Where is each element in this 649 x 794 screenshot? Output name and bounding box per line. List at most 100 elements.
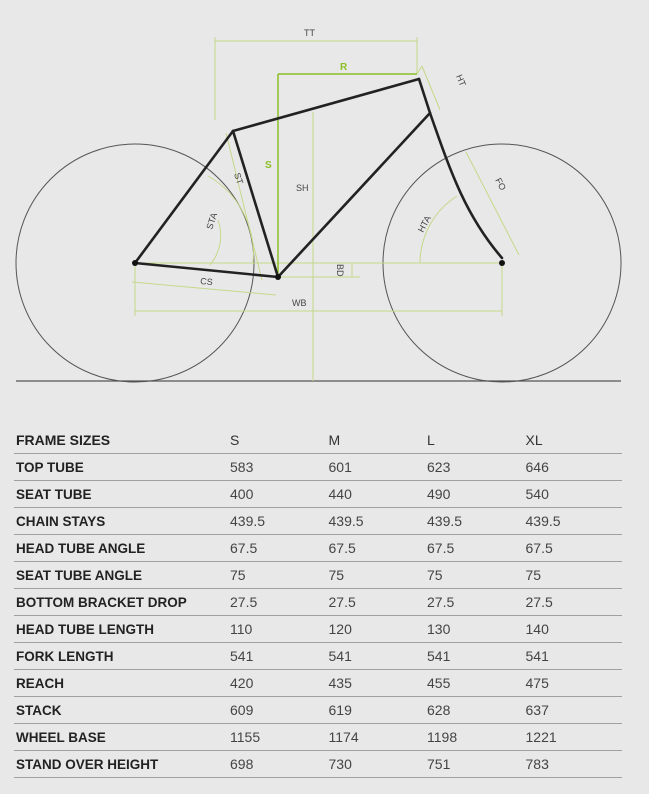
- label-sh: SH: [296, 183, 309, 193]
- row-value: 27.5: [523, 588, 622, 616]
- row-value: 439.5: [228, 507, 327, 535]
- row-label: CHAIN STAYS: [14, 507, 228, 535]
- row-value: 435: [326, 669, 425, 697]
- row-label: STAND OVER HEIGHT: [14, 750, 228, 778]
- row-value: 601: [326, 453, 425, 481]
- row-value: 541: [425, 642, 524, 670]
- row-value: 609: [228, 696, 327, 724]
- row-value: 439.5: [523, 507, 622, 535]
- label-tt: TT: [304, 28, 315, 38]
- row-value: 619: [326, 696, 425, 724]
- geometry-table-body: TOP TUBE 583 601 623 646 SEAT TUBE 400 440 490 54…: [14, 453, 622, 778]
- label-s: S: [265, 160, 272, 171]
- row-value: 1198: [425, 723, 524, 751]
- table-row: REACH 420 435 455 475: [14, 669, 622, 697]
- row-value: 783: [523, 750, 622, 778]
- row-value: 75: [523, 561, 622, 589]
- row-label: SEAT TUBE: [14, 480, 228, 508]
- label-fo: FO: [493, 176, 508, 192]
- row-value: 730: [326, 750, 425, 778]
- row-value: 67.5: [326, 534, 425, 562]
- row-value: 130: [425, 615, 524, 643]
- row-value: 420: [228, 669, 327, 697]
- row-label: WHEEL BASE: [14, 723, 228, 751]
- table-row: STACK 609 619 628 637: [14, 696, 622, 724]
- row-value: 75: [228, 561, 327, 589]
- row-value: 1174: [326, 723, 425, 751]
- row-value: 541: [326, 642, 425, 670]
- row-value: 75: [326, 561, 425, 589]
- label-bd: BD: [335, 264, 345, 277]
- dimension-lines: [131, 37, 520, 381]
- row-label: STACK: [14, 696, 228, 724]
- row-label: FORK LENGTH: [14, 642, 228, 670]
- label-r: R: [340, 62, 348, 73]
- header-frame-sizes: FRAME SIZES: [14, 427, 228, 454]
- row-value: 439.5: [326, 507, 425, 535]
- label-sta: STA: [204, 212, 219, 231]
- row-label: REACH: [14, 669, 228, 697]
- row-label: HEAD TUBE ANGLE: [14, 534, 228, 562]
- row-value: 540: [523, 480, 622, 508]
- table-row: SEAT TUBE 400 440 490 540: [14, 480, 622, 508]
- label-cs: CS: [200, 276, 213, 287]
- row-value: 541: [523, 642, 622, 670]
- row-value: 67.5: [523, 534, 622, 562]
- table-row: HEAD TUBE ANGLE 67.5 67.5 67.5 67.5: [14, 534, 622, 562]
- bike-geometry-diagram: TT R HT S ST SH STA FO HTA BD CS WB: [15, 28, 622, 383]
- row-value: 75: [425, 561, 524, 589]
- row-value: 120: [326, 615, 425, 643]
- row-value: 67.5: [228, 534, 327, 562]
- seat-stay: [133, 129, 235, 265]
- chain-stay: [133, 261, 280, 279]
- row-value: 628: [425, 696, 524, 724]
- down-tube: [276, 111, 432, 279]
- fork: [428, 111, 504, 260]
- geometry-table: FRAME SIZES S M L XL TOP TUBE 583 601 623 64…: [14, 427, 622, 778]
- row-value: 140: [523, 615, 622, 643]
- row-value: 475: [523, 669, 622, 697]
- row-value: 455: [425, 669, 524, 697]
- row-value: 27.5: [326, 588, 425, 616]
- row-value: 110: [228, 615, 327, 643]
- table-row: BOTTOM BRACKET DROP 27.5 27.5 27.5 27.5: [14, 588, 622, 616]
- row-label: SEAT TUBE ANGLE: [14, 561, 228, 589]
- row-value: 27.5: [425, 588, 524, 616]
- row-value: 400: [228, 480, 327, 508]
- table-row: STAND OVER HEIGHT 698 730 751 783: [14, 750, 622, 778]
- table-row: WHEEL BASE 1155 1174 1198 1221: [14, 723, 622, 751]
- header-size-xl: XL: [523, 427, 622, 454]
- head-tube: [417, 77, 432, 115]
- row-value: 490: [425, 480, 524, 508]
- bottom-bracket: [275, 274, 281, 280]
- seat-tube: [231, 129, 280, 279]
- table-row: SEAT TUBE ANGLE 75 75 75 75: [14, 561, 622, 589]
- row-value: 541: [228, 642, 327, 670]
- row-value: 583: [228, 453, 327, 481]
- row-value: 1221: [523, 723, 622, 751]
- top-tube: [231, 77, 421, 133]
- row-value: 1155: [228, 723, 327, 751]
- label-st: ST: [232, 172, 245, 187]
- row-value: 698: [228, 750, 327, 778]
- table-row: FORK LENGTH 541 541 541 541: [14, 642, 622, 670]
- header-size-m: M: [326, 427, 425, 454]
- row-value: 623: [425, 453, 524, 481]
- row-label: BOTTOM BRACKET DROP: [14, 588, 228, 616]
- row-label: TOP TUBE: [14, 453, 228, 481]
- reach-stack-lines: [277, 73, 417, 277]
- header-size-s: S: [228, 427, 327, 454]
- row-value: 67.5: [425, 534, 524, 562]
- row-value: 751: [425, 750, 524, 778]
- table-row: TOP TUBE 583 601 623 646: [14, 453, 622, 481]
- row-value: 27.5: [228, 588, 327, 616]
- row-value: 440: [326, 480, 425, 508]
- table-header-row: FRAME SIZES S M L XL: [14, 427, 622, 454]
- front-axle: [499, 260, 505, 266]
- bike-frame: [133, 77, 504, 279]
- row-value: 646: [523, 453, 622, 481]
- rear-axle: [132, 260, 138, 266]
- table-row: HEAD TUBE LENGTH 110 120 130 140: [14, 615, 622, 643]
- row-value: 439.5: [425, 507, 524, 535]
- label-ht: HT: [454, 73, 468, 88]
